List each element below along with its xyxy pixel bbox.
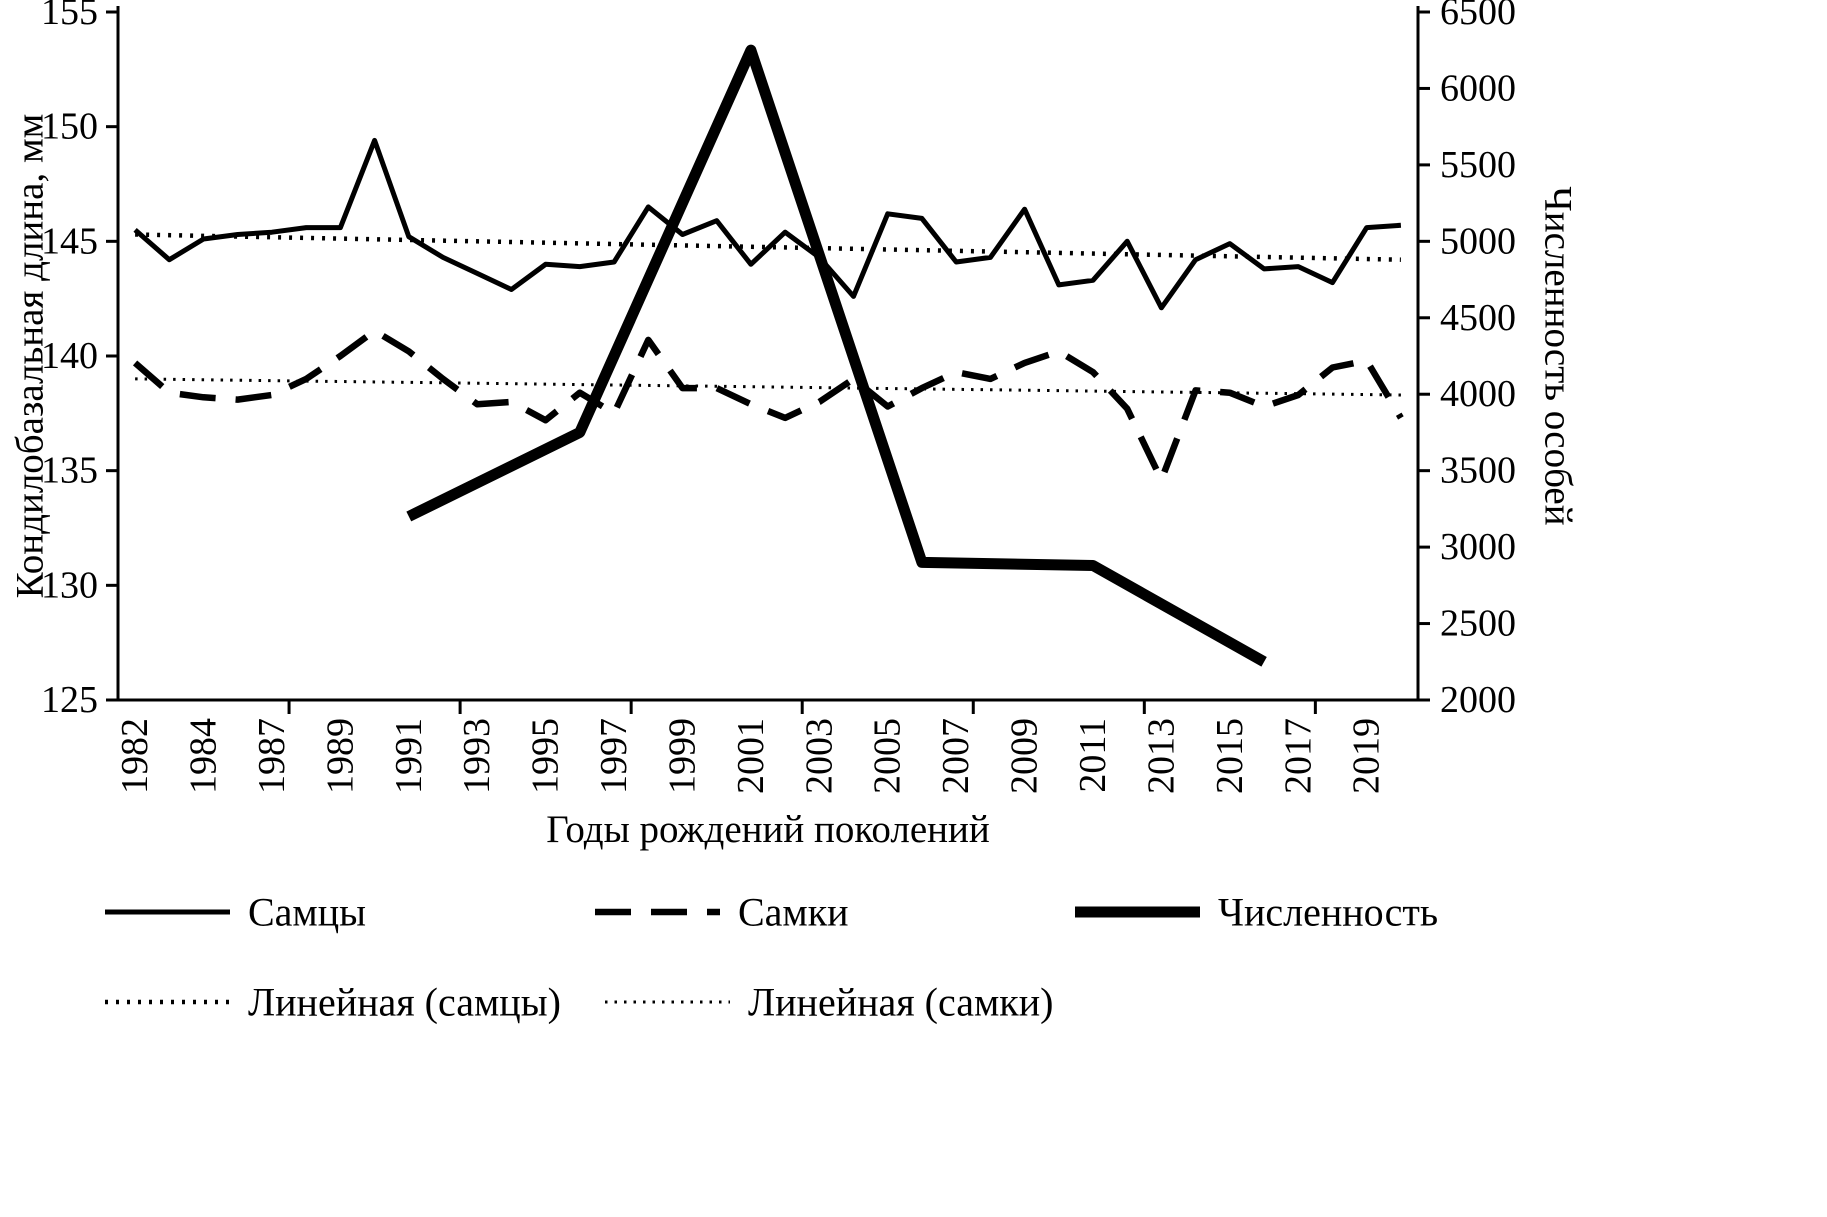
x-tick-label: 1995 bbox=[525, 718, 567, 794]
legend-label-trend_females: Линейная (самки) bbox=[748, 980, 1053, 1025]
y-right-axis-title: Численность особей bbox=[1537, 186, 1580, 525]
y-right-tick-label: 2000 bbox=[1440, 679, 1516, 721]
x-tick-label: 1991 bbox=[388, 718, 430, 794]
y-right-tick-label: 4000 bbox=[1440, 373, 1516, 415]
legend-item-trend_females: Линейная (самки) bbox=[605, 980, 1053, 1025]
y-right-tick-label: 5000 bbox=[1440, 220, 1516, 262]
x-tick-label: 2017 bbox=[1277, 718, 1319, 794]
y-right-tick-label: 2500 bbox=[1440, 603, 1516, 645]
x-tick-label: 2007 bbox=[935, 718, 977, 794]
x-tick-label: 2009 bbox=[1004, 718, 1046, 794]
x-tick-label: 1987 bbox=[251, 718, 293, 794]
x-tick-label: 1993 bbox=[456, 718, 498, 794]
legend-item-males: Самцы bbox=[105, 890, 366, 935]
y-left-tick-label: 140 bbox=[41, 335, 98, 377]
y-right-tick-label: 4500 bbox=[1440, 297, 1516, 339]
series-line-trend_females bbox=[135, 377, 1401, 397]
chart-legend: Самцы Самки Численность Линейная (самцы) Лин… bbox=[105, 890, 1438, 1025]
y-right-tick-label: 5500 bbox=[1440, 144, 1516, 186]
x-tick-label: 2013 bbox=[1140, 718, 1182, 794]
y-right-tick-label: 6000 bbox=[1440, 67, 1516, 109]
legend-label-females: Самки bbox=[738, 890, 849, 935]
y-left-tick-label: 130 bbox=[41, 564, 98, 606]
y-left-tick-label: 150 bbox=[41, 106, 98, 148]
y-left-tick-label: 135 bbox=[41, 450, 98, 492]
legend-item-trend_males: Линейная (самцы) bbox=[105, 980, 561, 1025]
y-right-tick-label: 3000 bbox=[1440, 526, 1516, 568]
legend-label-abundance: Численность bbox=[1218, 890, 1438, 935]
x-tick-label: 1989 bbox=[319, 718, 361, 794]
x-tick-label: 1997 bbox=[593, 718, 635, 794]
x-tick-label: 2001 bbox=[730, 718, 772, 794]
y-left-tick-label: 155 bbox=[41, 0, 98, 33]
x-tick-label: 1999 bbox=[661, 718, 703, 794]
chart-plot-area: 125 130 135 140 145 150 155 2000 2500 3000 3500 400… bbox=[41, 0, 1516, 794]
y-right-tick-label: 6500 bbox=[1440, 0, 1516, 33]
y-left-tick-label: 145 bbox=[41, 220, 98, 262]
y-left-tick-label: 125 bbox=[41, 679, 98, 721]
x-tick-label: 2005 bbox=[867, 718, 909, 794]
legend-item-females: Самки bbox=[595, 890, 849, 935]
y-right-tick-label: 3500 bbox=[1440, 450, 1516, 492]
series-line-females bbox=[132, 327, 1404, 484]
series-line-males bbox=[133, 137, 1402, 311]
x-tick-label: 1982 bbox=[114, 718, 156, 794]
x-tick-label: 2019 bbox=[1346, 718, 1388, 794]
x-tick-label: 2015 bbox=[1209, 718, 1251, 794]
x-axis-title: Годы рождений поколений bbox=[546, 808, 990, 851]
series-line-abundance bbox=[406, 44, 1267, 667]
x-tick-label: 1984 bbox=[183, 718, 225, 794]
legend-item-abundance: Численность bbox=[1075, 890, 1438, 935]
x-tick-label: 2011 bbox=[1072, 718, 1114, 793]
legend-label-trend_males: Линейная (самцы) bbox=[248, 980, 561, 1025]
y-left-axis-title: Кондилобазальная длина, мм bbox=[9, 114, 52, 599]
legend-label-males: Самцы bbox=[248, 890, 366, 935]
x-tick-label: 2003 bbox=[798, 718, 840, 794]
series-line-trend_males bbox=[135, 232, 1401, 262]
